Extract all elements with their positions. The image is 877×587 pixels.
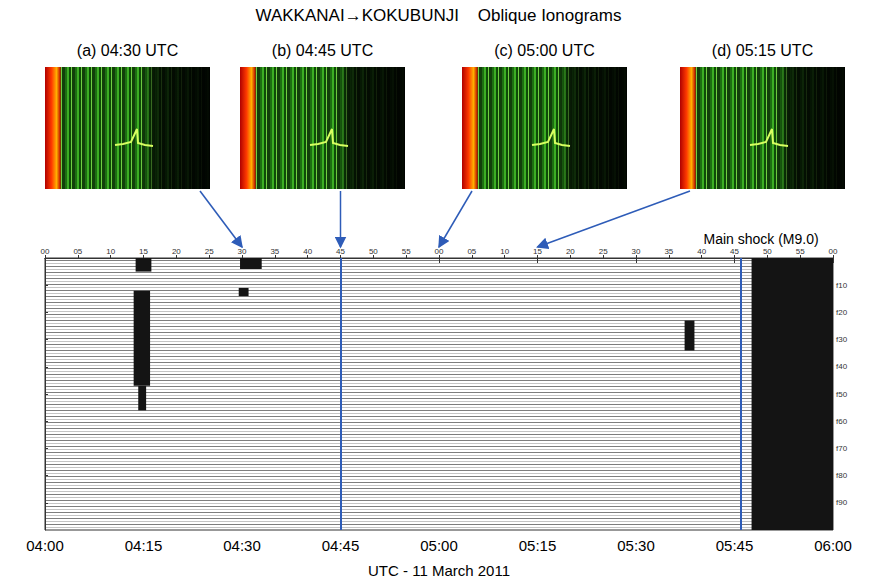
svg-text:00: 00 (435, 247, 444, 256)
svg-text:55: 55 (402, 247, 411, 256)
svg-text:30: 30 (632, 247, 641, 256)
svg-text:f50: f50 (836, 390, 848, 399)
svg-text:10: 10 (106, 247, 115, 256)
svg-text:15: 15 (139, 247, 148, 256)
svg-text:f40: f40 (836, 362, 848, 371)
svg-text:45: 45 (730, 247, 739, 256)
svg-text:40: 40 (303, 247, 312, 256)
html-text:WAKKANAI→KOKUBUNJI Oblique Ion: WAKKANAI→KOKUBUNJI Oblique Ionograms (255, 6, 622, 25)
svg-text:06:00: 06:00 (814, 537, 852, 554)
svg-text:f60: f60 (836, 417, 848, 426)
html-text:(b) 04:45 UTC: (b) 04:45 UTC (271, 42, 374, 59)
svg-text:55: 55 (796, 247, 805, 256)
svg-text:25: 25 (599, 247, 608, 256)
svg-text:05: 05 (73, 247, 82, 256)
svg-text:15: 15 (533, 247, 542, 256)
svg-text:20: 20 (172, 247, 181, 256)
svg-text:04:15: 04:15 (125, 537, 163, 554)
svg-text:05: 05 (467, 247, 476, 256)
svg-text:35: 35 (664, 247, 673, 256)
svg-text:UTC - 11 March 2011: UTC - 11 March 2011 (368, 562, 510, 579)
svg-text:05:00: 05:00 (420, 537, 458, 554)
html-text:(d) 05:15 UTC: (d) 05:15 UTC (711, 42, 814, 59)
svg-text:04:45: 04:45 (322, 537, 360, 554)
svg-text:45: 45 (336, 247, 345, 256)
html-text:(c) 05:00 UTC: (c) 05:00 UTC (494, 42, 595, 59)
svg-text:30: 30 (238, 247, 247, 256)
svg-text:04:30: 04:30 (223, 537, 261, 554)
svg-text:25: 25 (205, 247, 214, 256)
svg-text:50: 50 (369, 247, 378, 256)
svg-text:f10: f10 (836, 281, 848, 290)
svg-text:35: 35 (270, 247, 279, 256)
svg-text:40: 40 (697, 247, 706, 256)
svg-text:04:00: 04:00 (26, 537, 64, 554)
html-text:(a) 04:30 UTC: (a) 04:30 UTC (76, 42, 179, 59)
svg-text:f30: f30 (836, 335, 848, 344)
svg-text:00: 00 (41, 247, 50, 256)
svg-text:05:45: 05:45 (716, 537, 754, 554)
svg-text:20: 20 (566, 247, 575, 256)
svg-text:05:30: 05:30 (617, 537, 655, 554)
svg-text:f70: f70 (836, 444, 848, 453)
svg-text:f80: f80 (836, 471, 848, 480)
svg-text:10: 10 (500, 247, 509, 256)
svg-text:f20: f20 (836, 308, 848, 317)
svg-text:f90: f90 (836, 498, 848, 507)
svg-text:05:15: 05:15 (519, 537, 557, 554)
svg-text:50: 50 (763, 247, 772, 256)
svg-text:00: 00 (829, 247, 838, 256)
html-text:Main shock (M9.0): Main shock (M9.0) (703, 231, 819, 247)
